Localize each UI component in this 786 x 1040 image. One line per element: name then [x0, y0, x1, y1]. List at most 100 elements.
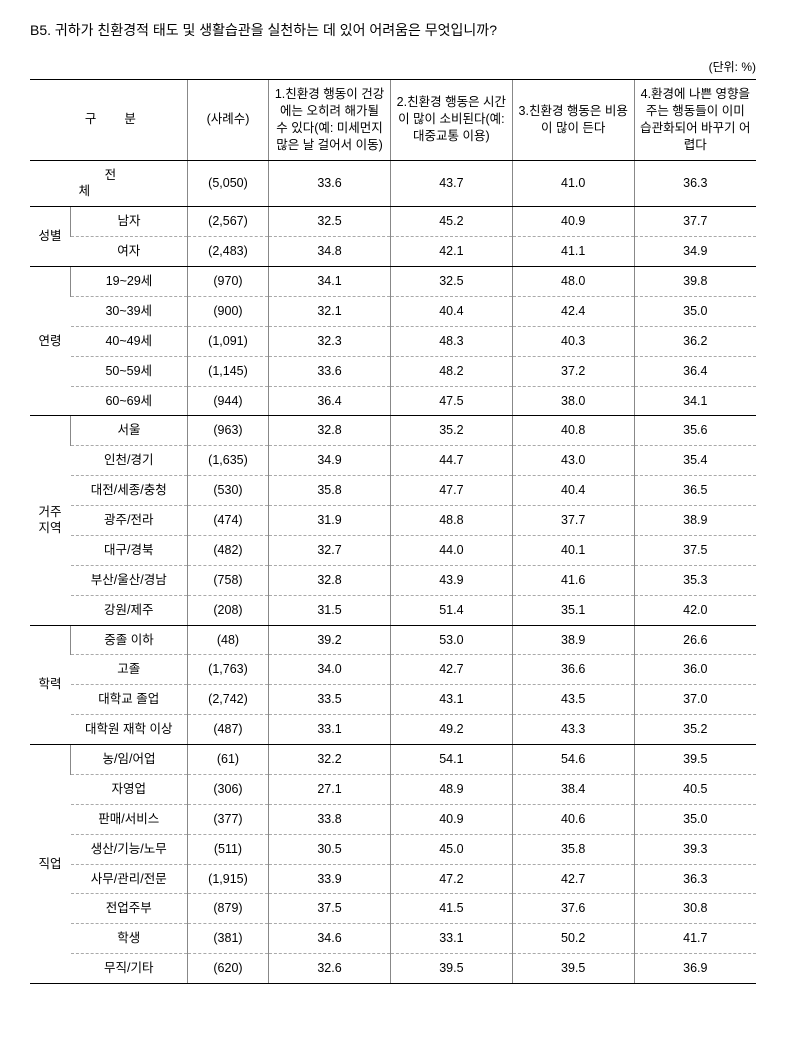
row-v1: 48.8: [390, 506, 512, 536]
row-v1: 39.5: [390, 954, 512, 984]
row-n: (970): [187, 267, 268, 297]
table-row: 60~69세(944)36.447.538.034.1: [30, 386, 756, 416]
row-v1: 48.9: [390, 774, 512, 804]
row-v2: 40.1: [512, 535, 634, 565]
header-row: 구분 (사례수) 1.친환경 행동이 건강에는 오히려 해가될 수 있다(예: …: [30, 80, 756, 161]
row-v2: 42.4: [512, 296, 634, 326]
row-v1: 45.0: [390, 834, 512, 864]
table-row: 학생(381)34.633.150.241.7: [30, 924, 756, 954]
row-label: 무직/기타: [71, 954, 188, 984]
row-label: 판매/서비스: [71, 804, 188, 834]
row-v0: 32.3: [269, 326, 391, 356]
row-label: 고졸: [71, 655, 188, 685]
group-label: 성별: [30, 207, 71, 267]
row-v1: 44.7: [390, 446, 512, 476]
row-v2: 40.8: [512, 416, 634, 446]
row-v1: 42.1: [390, 237, 512, 267]
row-v3: 36.5: [634, 476, 756, 506]
row-v1: 47.2: [390, 864, 512, 894]
row-n: (48): [187, 625, 268, 655]
row-v3: 40.5: [634, 774, 756, 804]
row-v3: 39.5: [634, 745, 756, 775]
row-n: (487): [187, 715, 268, 745]
row-v2: 43.0: [512, 446, 634, 476]
row-label: 생산/기능/노무: [71, 834, 188, 864]
row-v0: 33.6: [269, 356, 391, 386]
row-v0: 32.5: [269, 207, 391, 237]
row-v1: 45.2: [390, 207, 512, 237]
unit-label: (단위: %): [30, 58, 756, 75]
row-label: 서울: [71, 416, 188, 446]
row-v0: 32.2: [269, 745, 391, 775]
header-col4: 4.환경에 나쁜 영향을 주는 행동들이 이미 습관화되어 바꾸기 어렵다: [634, 80, 756, 161]
row-n: (620): [187, 954, 268, 984]
row-v3: 36.4: [634, 356, 756, 386]
group-label: 연령: [30, 267, 71, 416]
question-title: B5. 귀하가 친환경적 태도 및 생활습관을 실천하는 데 있어 어려움은 무…: [30, 20, 756, 40]
row-label: 대구/경북: [71, 535, 188, 565]
row-label: 대전/세종/충청: [71, 476, 188, 506]
row-v0: 32.1: [269, 296, 391, 326]
row-v2: 48.0: [512, 267, 634, 297]
row-label: 50~59세: [71, 356, 188, 386]
row-v2: 43.3: [512, 715, 634, 745]
row-n: (1,635): [187, 446, 268, 476]
row-n: (306): [187, 774, 268, 804]
row-v2: 37.6: [512, 894, 634, 924]
row-v1: 47.7: [390, 476, 512, 506]
row-v0: 34.1: [269, 267, 391, 297]
row-n: (900): [187, 296, 268, 326]
total-v0: 33.6: [269, 160, 391, 207]
row-v2: 38.4: [512, 774, 634, 804]
row-v0: 35.8: [269, 476, 391, 506]
row-v0: 37.5: [269, 894, 391, 924]
row-label: 강원/제주: [71, 595, 188, 625]
row-v3: 35.3: [634, 565, 756, 595]
row-v1: 53.0: [390, 625, 512, 655]
row-n: (1,091): [187, 326, 268, 356]
row-v2: 40.6: [512, 804, 634, 834]
row-v0: 31.5: [269, 595, 391, 625]
row-n: (381): [187, 924, 268, 954]
row-v0: 30.5: [269, 834, 391, 864]
row-v3: 36.2: [634, 326, 756, 356]
header-gubun: 구분: [30, 80, 187, 161]
row-v3: 38.9: [634, 506, 756, 536]
row-v2: 40.9: [512, 207, 634, 237]
table-row: 전업주부(879)37.541.537.630.8: [30, 894, 756, 924]
row-v0: 39.2: [269, 625, 391, 655]
row-v1: 47.5: [390, 386, 512, 416]
row-v2: 40.4: [512, 476, 634, 506]
row-n: (61): [187, 745, 268, 775]
header-col1: 1.친환경 행동이 건강에는 오히려 해가될 수 있다(예: 미세먼지 많은 날…: [269, 80, 391, 161]
row-v3: 36.9: [634, 954, 756, 984]
row-v3: 42.0: [634, 595, 756, 625]
total-label: 전체: [30, 160, 187, 207]
table-row: 성별남자(2,567)32.545.240.937.7: [30, 207, 756, 237]
row-v1: 43.9: [390, 565, 512, 595]
row-label: 전업주부: [71, 894, 188, 924]
row-label: 남자: [71, 207, 188, 237]
row-v0: 34.9: [269, 446, 391, 476]
row-v3: 35.2: [634, 715, 756, 745]
table-row: 대학교 졸업(2,742)33.543.143.537.0: [30, 685, 756, 715]
row-v0: 32.7: [269, 535, 391, 565]
row-v1: 32.5: [390, 267, 512, 297]
row-v1: 49.2: [390, 715, 512, 745]
row-v1: 44.0: [390, 535, 512, 565]
table-row: 광주/전라(474)31.948.837.738.9: [30, 506, 756, 536]
row-v1: 41.5: [390, 894, 512, 924]
row-n: (963): [187, 416, 268, 446]
row-n: (511): [187, 834, 268, 864]
row-label: 19~29세: [71, 267, 188, 297]
row-v2: 38.0: [512, 386, 634, 416]
row-label: 30~39세: [71, 296, 188, 326]
row-label: 대학원 재학 이상: [71, 715, 188, 745]
table-row: 부산/울산/경남(758)32.843.941.635.3: [30, 565, 756, 595]
row-v1: 51.4: [390, 595, 512, 625]
row-label: 광주/전라: [71, 506, 188, 536]
row-label: 대학교 졸업: [71, 685, 188, 715]
row-n: (758): [187, 565, 268, 595]
row-v3: 37.0: [634, 685, 756, 715]
row-n: (2,567): [187, 207, 268, 237]
